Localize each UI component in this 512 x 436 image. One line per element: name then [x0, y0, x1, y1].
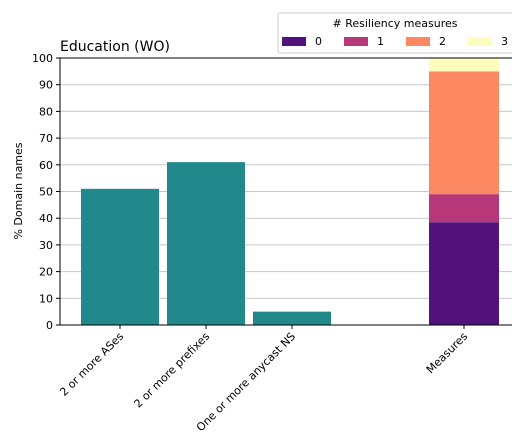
stacked-segment-2 — [429, 71, 499, 195]
bars — [81, 58, 499, 325]
y-tick-label: 0 — [46, 319, 53, 332]
legend-swatch-1 — [344, 37, 368, 46]
bar — [253, 311, 331, 325]
chart-title: Education (WO) — [60, 39, 170, 55]
legend-label-1: 1 — [377, 35, 384, 48]
x-tick-label: Measures — [424, 330, 470, 376]
y-tick-label: 40 — [39, 212, 53, 225]
bar — [81, 188, 159, 325]
y-tick-label: 50 — [39, 186, 53, 199]
y-tick-label: 10 — [39, 292, 53, 305]
x-tick-label: 2 or more prefixes — [132, 330, 213, 411]
x-tick-label: 2 or more ASes — [57, 330, 126, 399]
legend-label-0: 0 — [315, 35, 322, 48]
y-tick-label: 30 — [39, 239, 53, 252]
legend-swatch-3 — [468, 37, 492, 46]
legend-label-2: 2 — [439, 35, 446, 48]
legend: # Resiliency measures 0 1 2 3 — [277, 12, 512, 54]
bar — [167, 162, 245, 325]
stacked-segment-1 — [429, 194, 499, 223]
stacked-segment-0 — [429, 222, 499, 325]
legend-swatch-0 — [282, 37, 306, 46]
y-tick-label: 20 — [39, 266, 53, 279]
y-ticks: 0 10 20 30 40 50 60 70 80 90 100 — [32, 52, 60, 332]
y-tick-label: 90 — [39, 79, 53, 92]
legend-box — [277, 12, 512, 54]
legend-title: # Resiliency measures — [332, 17, 457, 30]
y-tick-label: 70 — [39, 132, 53, 145]
y-tick-label: 80 — [39, 105, 53, 118]
x-tick-label: One or more anycast NS — [194, 330, 298, 434]
y-axis-label: % Domain names — [12, 142, 25, 239]
stacked-segment-3 — [429, 58, 499, 72]
legend-label-3: 3 — [501, 35, 508, 48]
y-tick-label: 100 — [32, 52, 53, 65]
y-tick-label: 60 — [39, 159, 53, 172]
legend-swatch-2 — [406, 37, 430, 46]
